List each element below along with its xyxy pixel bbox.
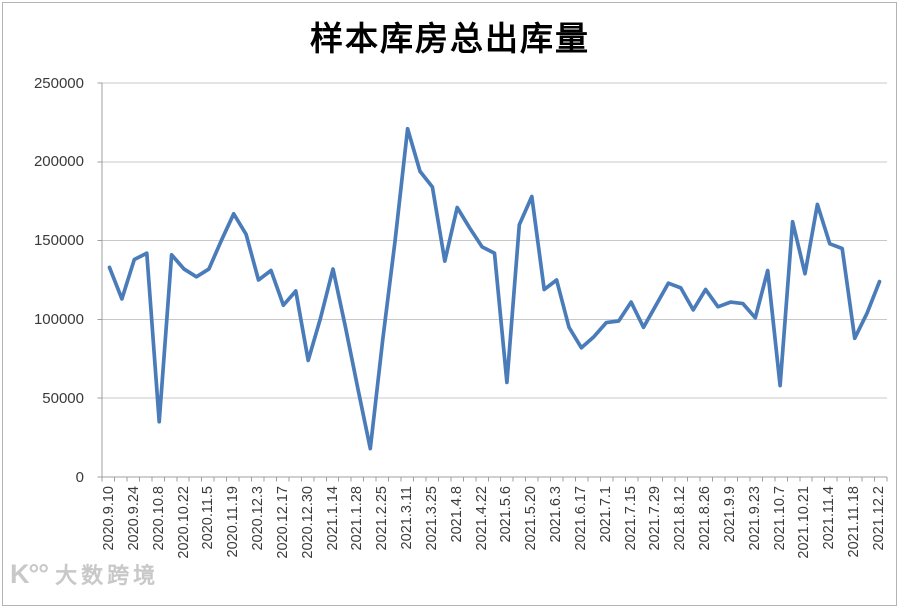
x-axis-label: 2021.11.18 [846, 486, 863, 558]
x-axis-label: 2020.12.17 [274, 486, 291, 559]
x-axis-label: 2021.5.20 [523, 486, 540, 551]
x-axis-label: 2021.11.4 [821, 486, 838, 550]
y-axis-label: 0 [75, 468, 84, 486]
x-axis-label: 2021.7.1 [597, 486, 614, 543]
x-axis-label: 2020.12.30 [299, 486, 316, 559]
x-axis-label: 2021.6.3 [548, 486, 565, 543]
watermark-logo-icon: K°° [10, 558, 49, 589]
x-axis-label: 2021.1.14 [324, 486, 341, 551]
x-axis-label: 2021.4.22 [473, 486, 490, 551]
x-axis-label: 2021.10.7 [771, 486, 788, 551]
x-axis-label: 2020.11.5 [200, 486, 217, 550]
x-axis-label: 2021.5.6 [498, 486, 515, 543]
x-axis-label: 2021.9.23 [746, 486, 763, 551]
x-axis-label: 2020.10.8 [150, 486, 167, 551]
watermark-text: 大数跨境 [55, 563, 160, 588]
x-axis-label: 2020.9.24 [125, 486, 142, 551]
x-axis-label: 2021.12.2 [871, 486, 887, 551]
y-axis-label: 150000 [33, 232, 84, 250]
x-axis-label: 2021.8.12 [672, 486, 689, 551]
y-axis-label: 50000 [42, 389, 84, 407]
x-axis-label: 2021.8.26 [697, 486, 714, 551]
x-axis-label: 2021.1.28 [349, 486, 366, 551]
y-axis-label: 200000 [33, 153, 84, 171]
x-axis-label: 2021.10.21 [796, 486, 813, 559]
x-axis-label: 2021.6.17 [572, 486, 589, 551]
x-axis-label: 2021.3.11 [399, 486, 416, 550]
chart-title: 样本库房总出库量 [310, 19, 590, 58]
x-axis-label: 2021.2.25 [374, 486, 391, 551]
x-axis-label: 2021.7.29 [647, 486, 664, 551]
x-axis-label: 2021.7.15 [622, 486, 639, 551]
series-line [107, 126, 882, 451]
x-axis-label: 2021.9.9 [721, 486, 738, 543]
y-axis-label: 250000 [33, 74, 84, 92]
x-axis-label: 2021.4.8 [448, 486, 465, 543]
x-axis-label: 2021.3.25 [423, 486, 440, 551]
x-axis-label: 2020.11.19 [225, 486, 242, 558]
x-axis-label: 2020.10.22 [175, 486, 192, 559]
y-axis-label: 100000 [33, 310, 84, 328]
x-axis-label: 2020.9.10 [101, 486, 117, 551]
x-axis-label: 2020.12.3 [250, 486, 267, 551]
watermark: K°° 大数跨境 [10, 558, 159, 590]
